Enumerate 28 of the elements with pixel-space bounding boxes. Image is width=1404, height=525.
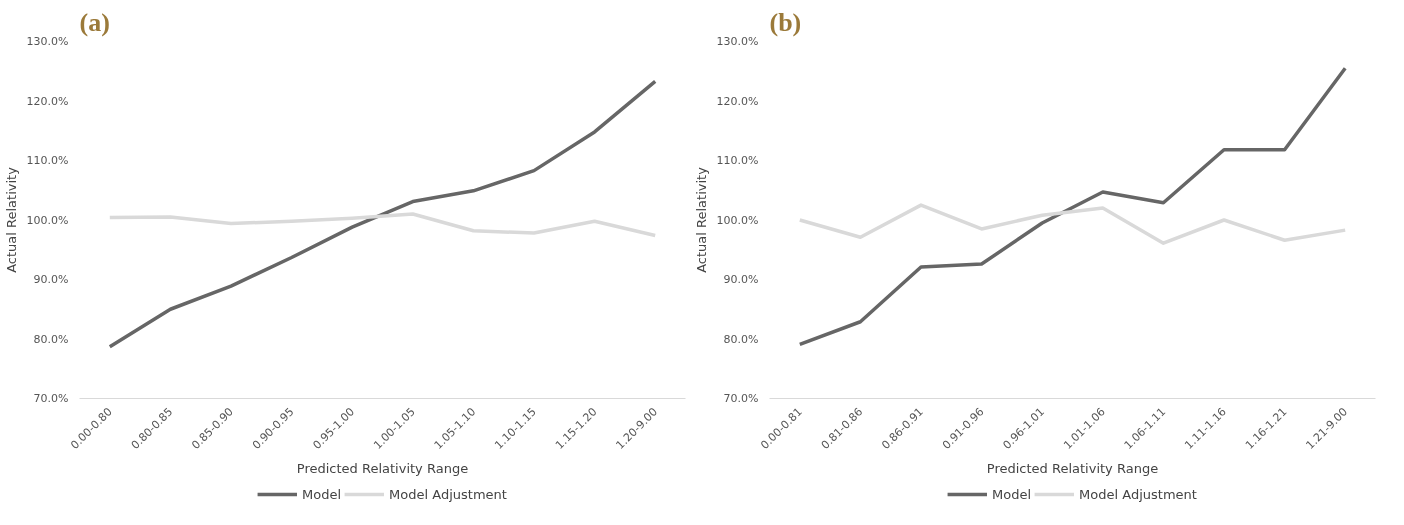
line-series [108, 79, 657, 349]
y-tick-label: 120.0% [26, 94, 69, 108]
y-axis-title: Actual Relativity [693, 166, 709, 273]
x-axis-title: Predicted Relativity Range [986, 460, 1159, 476]
chart-title: (b) [769, 7, 802, 37]
y-tick-label: 100.0% [716, 213, 759, 227]
y-tick-label: 130.0% [716, 35, 759, 48]
legend-label: Model Adjustment [389, 486, 507, 502]
y-tick-label: 70.0% [33, 392, 69, 405]
chart-title: (a) [79, 7, 110, 37]
y-tick-label: 120.0% [716, 94, 759, 108]
y-tick-label: 80.0% [723, 332, 759, 346]
y-tick-label: 70.0% [723, 392, 759, 405]
y-tick-label: 130.0% [26, 35, 69, 48]
y-tick-label: 110.0% [716, 154, 759, 167]
y-tick-label: 90.0% [723, 273, 759, 286]
y-tick-label: 110.0% [26, 154, 69, 167]
line-series [798, 66, 1347, 347]
legend-label: Model Adjustment [1079, 486, 1197, 502]
legend-label: Model [992, 486, 1032, 502]
x-axis-title: Predicted Relativity Range [296, 460, 469, 476]
y-tick-label: 90.0% [33, 273, 69, 286]
legend-label: Model [302, 486, 342, 502]
y-tick-label: 80.0% [33, 332, 69, 346]
y-tick-label: 100.0% [26, 213, 69, 227]
line-series [108, 212, 657, 238]
y-axis-title: Actual Relativity [3, 166, 19, 273]
line-series [798, 203, 1347, 245]
